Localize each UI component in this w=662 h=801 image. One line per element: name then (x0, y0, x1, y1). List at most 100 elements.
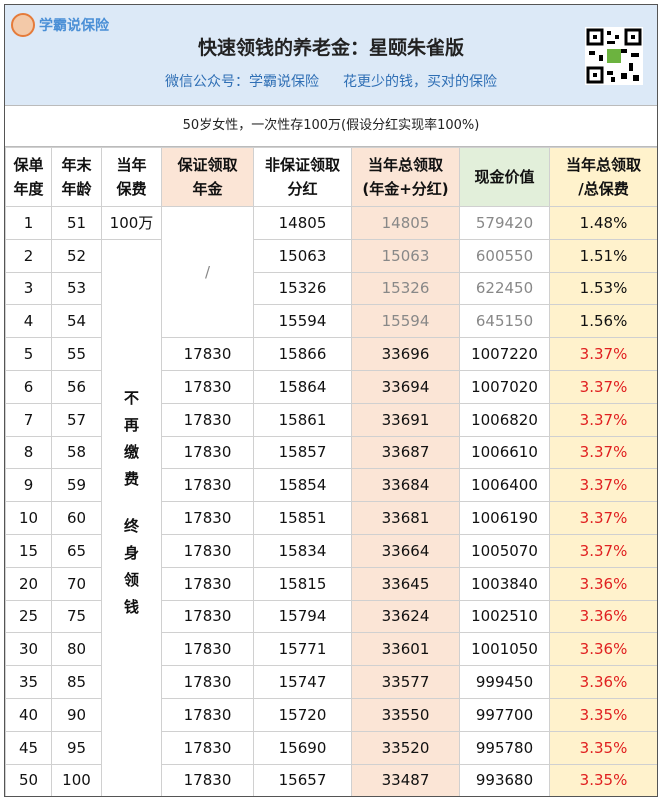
total-cell: 33694 (351, 369, 460, 404)
dividend-cell: 15690 (253, 730, 352, 765)
guaranteed-cell: 17830 (161, 665, 254, 699)
table-row: 30 80 17830 15771 33601 1001050 3.36% (5, 632, 657, 667)
ratio-cell: 1.51% (549, 238, 657, 273)
total-cell: 33645 (351, 566, 460, 601)
note: 50岁女性，一次性存100万(假设分红实现率100%) (5, 106, 657, 147)
cash-value-cell: 622450 (459, 271, 550, 306)
guaranteed-cell: 17830 (161, 599, 254, 634)
table-row: 6 56 17830 15864 33694 1007020 3.37% (5, 369, 657, 404)
column-header: 非保证领取 分红 (253, 147, 352, 207)
year-cell: 2 (5, 238, 52, 273)
age-cell: 75 (51, 599, 102, 634)
total-cell: 15326 (351, 271, 460, 306)
table-row: 4 54 15594 15594 645150 1.56% (5, 304, 657, 339)
ratio-cell: 1.48% (549, 206, 657, 240)
dividend-cell: 15851 (253, 501, 352, 535)
year-cell: 4 (5, 304, 52, 339)
year-cell: 8 (5, 435, 52, 470)
total-cell: 33624 (351, 599, 460, 634)
age-cell: 95 (51, 730, 102, 765)
guaranteed-empty-cell: / (161, 205, 254, 339)
total-cell: 33684 (351, 468, 460, 503)
cash-value-cell: 1007020 (459, 369, 550, 404)
premium-note: 不再缴费 (122, 390, 140, 499)
total-cell: 33520 (351, 730, 460, 765)
title: 快速领钱的养老金：星颐朱雀版 (197, 37, 464, 59)
guaranteed-cell: 17830 (161, 501, 254, 535)
total-cell: 33664 (351, 533, 460, 568)
ratio-cell: 3.35% (549, 763, 657, 796)
dividend-cell: 15657 (253, 763, 352, 796)
cash-value-cell: 1006190 (459, 501, 550, 535)
subtitle: 微信公众号：学霸说保险 花更少的钱，买对的保险 (5, 71, 657, 91)
dividend-cell: 14805 (253, 206, 352, 240)
age-cell: 59 (51, 468, 102, 503)
guaranteed-cell: 17830 (161, 763, 254, 796)
ratio-cell: 3.36% (549, 632, 657, 667)
age-cell: 52 (51, 238, 102, 273)
total-cell: 15594 (351, 304, 460, 339)
age-cell: 85 (51, 665, 102, 699)
age-cell: 54 (51, 304, 102, 339)
qr-code (585, 27, 643, 85)
cash-value-cell: 1006610 (459, 435, 550, 470)
year-cell: 10 (5, 501, 52, 535)
total-cell: 33487 (351, 763, 460, 796)
dividend-cell: 15326 (253, 271, 352, 306)
ratio-cell: 1.56% (549, 304, 657, 339)
ratio-cell: 3.36% (549, 665, 657, 699)
year-cell: 15 (5, 533, 52, 568)
logo: 学霸说保险 (11, 13, 109, 37)
column-header: 保单 年度 (5, 147, 52, 207)
cash-value-cell: 645150 (459, 304, 550, 339)
cash-value-cell: 1005070 (459, 533, 550, 568)
year-cell: 3 (5, 271, 52, 306)
column-header: 现金价值 (459, 147, 550, 207)
ratio-cell: 3.37% (549, 468, 657, 503)
column-header: 当年总领取 (年金+分红) (351, 147, 460, 207)
guaranteed-cell: 17830 (161, 730, 254, 765)
age-cell: 90 (51, 697, 102, 732)
year-cell: 45 (5, 730, 52, 765)
total-cell: 33601 (351, 632, 460, 667)
age-cell: 58 (51, 435, 102, 470)
table-body: 1 51 100万/14805 14805 579420 1.48% 2 52 不再缴费 终身领钱… (5, 205, 657, 796)
year-cell: 9 (5, 468, 52, 503)
age-cell: 51 (51, 206, 102, 240)
header-row: 保单 年度 年末 年龄 当年 保费 保证领取 年金 非保证领取 分红 当年总领取 (年金+… (5, 147, 657, 207)
year-cell: 25 (5, 599, 52, 634)
year-cell: 50 (5, 763, 52, 796)
year-cell: 6 (5, 369, 52, 404)
age-cell: 80 (51, 632, 102, 667)
total-cell: 33681 (351, 501, 460, 535)
table-row: 35 85 17830 15747 33577 999450 3.36% (5, 665, 657, 699)
column-header: 年末 年龄 (51, 147, 102, 207)
ratio-cell: 3.36% (549, 599, 657, 634)
age-cell: 57 (51, 402, 102, 437)
table-row: 45 95 17830 15690 33520 995780 3.35% (5, 730, 657, 765)
table-row: 50 100 17830 15657 33487 993680 3.35% (5, 763, 657, 796)
ratio-cell: 3.35% (549, 730, 657, 765)
total-cell: 33577 (351, 665, 460, 699)
ratio-cell: 3.37% (549, 533, 657, 568)
age-cell: 65 (51, 533, 102, 568)
ratio-cell: 3.36% (549, 566, 657, 601)
column-header: 保证领取 年金 (161, 147, 254, 207)
year-cell: 7 (5, 402, 52, 437)
year-cell: 35 (5, 665, 52, 699)
table-row: 7 57 17830 15861 33691 1006820 3.37% (5, 402, 657, 437)
ratio-cell: 3.37% (549, 501, 657, 535)
subtitle-left: 微信公众号：学霸说保险 (165, 74, 319, 90)
total-cell: 15063 (351, 238, 460, 273)
cash-value-cell: 999450 (459, 665, 550, 699)
age-cell: 53 (51, 271, 102, 306)
year-cell: 40 (5, 697, 52, 732)
dividend-cell: 15063 (253, 238, 352, 273)
column-header: 当年 保费 (101, 147, 162, 207)
cash-value-cell: 995780 (459, 730, 550, 765)
table-row: 10 60 17830 15851 33681 1006190 3.37% (5, 501, 657, 535)
table-row: 9 59 17830 15854 33684 1006400 3.37% (5, 468, 657, 503)
dividend-cell: 15720 (253, 697, 352, 732)
guaranteed-cell: 17830 (161, 435, 254, 470)
table-row: 20 70 17830 15815 33645 1003840 3.36% (5, 566, 657, 601)
